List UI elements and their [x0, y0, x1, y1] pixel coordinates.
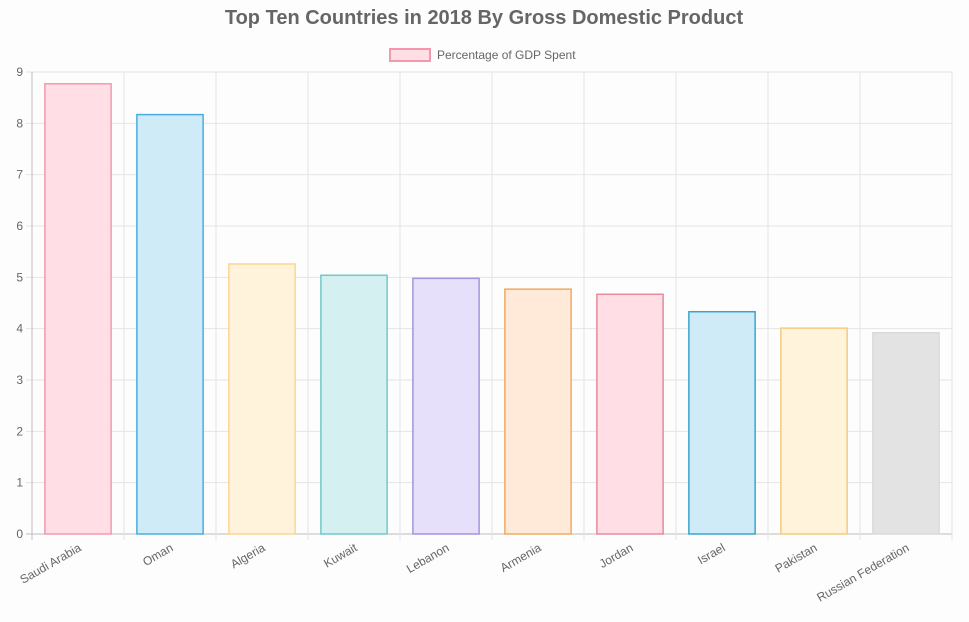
- y-tick-label: 9: [16, 65, 23, 79]
- bar[interactable]: [688, 310, 756, 535]
- legend[interactable]: Percentage of GDP Spent: [389, 48, 576, 62]
- x-tick-label: Lebanon: [404, 540, 451, 575]
- x-tick-label: Kuwait: [321, 540, 360, 570]
- x-tick-label: Russian Federation: [814, 540, 911, 604]
- bar[interactable]: [320, 274, 388, 535]
- x-tick-label: Israel: [695, 540, 727, 567]
- x-tick-label: Armenia: [498, 540, 544, 575]
- y-tick-label: 1: [16, 476, 23, 490]
- bar[interactable]: [412, 277, 480, 535]
- x-tick-label: Jordan: [597, 540, 636, 570]
- y-tick-label: 2: [16, 424, 23, 438]
- bar[interactable]: [44, 83, 112, 535]
- bar[interactable]: [136, 113, 204, 535]
- chart-title: Top Ten Countries in 2018 By Gross Domes…: [225, 7, 744, 29]
- x-tick-label: Oman: [140, 540, 175, 568]
- bar[interactable]: [872, 332, 940, 535]
- bar[interactable]: [504, 288, 572, 535]
- y-tick-label: 6: [16, 219, 23, 233]
- y-tick-label: 5: [16, 270, 23, 284]
- y-tick-label: 4: [16, 322, 23, 336]
- y-tick-label: 0: [16, 527, 23, 541]
- legend-swatch: [389, 48, 431, 62]
- y-tick-label: 8: [16, 116, 23, 130]
- bar[interactable]: [596, 293, 664, 535]
- bar[interactable]: [228, 263, 296, 535]
- bar[interactable]: [780, 327, 848, 535]
- x-tick-label: Algeria: [228, 540, 268, 571]
- x-tick-label: Saudi Arabia: [18, 540, 84, 586]
- y-tick-label: 3: [16, 373, 23, 387]
- bars: [44, 83, 940, 535]
- legend-label: Percentage of GDP Spent: [437, 48, 576, 62]
- x-tick-label: Pakistan: [773, 540, 820, 575]
- y-tick-label: 7: [16, 168, 23, 182]
